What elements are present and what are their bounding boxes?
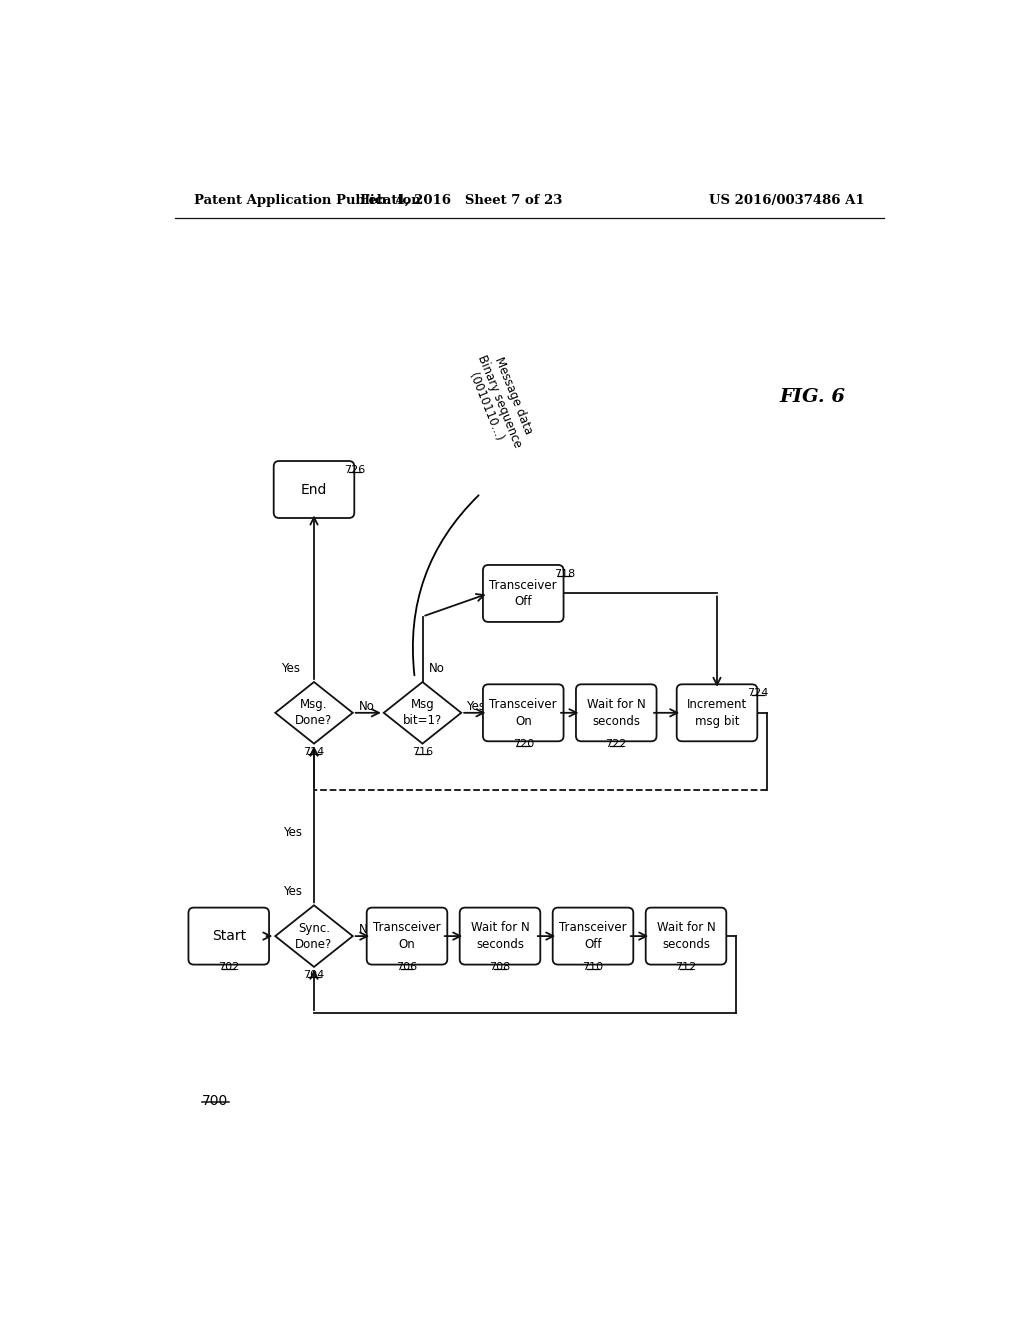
- Text: Transceiver
On: Transceiver On: [373, 921, 440, 950]
- Text: Transceiver
On: Transceiver On: [489, 698, 557, 727]
- FancyBboxPatch shape: [188, 908, 269, 965]
- FancyBboxPatch shape: [273, 461, 354, 517]
- Text: Msg
bit=1?: Msg bit=1?: [402, 698, 442, 727]
- FancyBboxPatch shape: [646, 908, 726, 965]
- Text: No: No: [358, 700, 375, 713]
- Text: 718: 718: [554, 569, 574, 578]
- FancyArrowPatch shape: [413, 495, 478, 676]
- Text: End: End: [301, 483, 328, 496]
- Text: Wait for N
seconds: Wait for N seconds: [587, 698, 645, 727]
- Text: 700: 700: [202, 1094, 228, 1107]
- FancyBboxPatch shape: [677, 684, 758, 742]
- Text: Increment
msg bit: Increment msg bit: [687, 698, 748, 727]
- FancyBboxPatch shape: [367, 908, 447, 965]
- FancyBboxPatch shape: [483, 684, 563, 742]
- Text: 712: 712: [676, 962, 696, 973]
- Text: Message data
Binary sequence
(0010110...): Message data Binary sequence (0010110...…: [462, 347, 539, 455]
- Text: US 2016/0037486 A1: US 2016/0037486 A1: [709, 194, 864, 207]
- Polygon shape: [275, 682, 352, 743]
- Text: Transceiver
Off: Transceiver Off: [489, 578, 557, 609]
- Text: Start: Start: [212, 929, 246, 942]
- Text: Patent Application Publication: Patent Application Publication: [194, 194, 421, 207]
- Text: 724: 724: [748, 688, 769, 698]
- Text: Feb. 4, 2016   Sheet 7 of 23: Feb. 4, 2016 Sheet 7 of 23: [360, 194, 562, 207]
- Text: Yes: Yes: [284, 884, 302, 898]
- Text: 708: 708: [489, 962, 511, 973]
- Text: Sync.
Done?: Sync. Done?: [295, 921, 333, 950]
- Text: 702: 702: [218, 962, 240, 973]
- Text: 714: 714: [303, 747, 325, 756]
- Text: Wait for N
seconds: Wait for N seconds: [471, 921, 529, 950]
- Text: 720: 720: [513, 739, 534, 748]
- Text: 704: 704: [303, 970, 325, 979]
- Text: 706: 706: [396, 962, 418, 973]
- Text: Yes: Yes: [283, 825, 302, 838]
- Text: Yes: Yes: [281, 661, 300, 675]
- Text: 710: 710: [583, 962, 603, 973]
- Text: 722: 722: [605, 739, 627, 748]
- FancyBboxPatch shape: [553, 908, 633, 965]
- Text: Wait for N
seconds: Wait for N seconds: [656, 921, 716, 950]
- Text: Yes: Yes: [466, 700, 484, 713]
- Polygon shape: [275, 906, 352, 966]
- Text: No: No: [358, 924, 375, 936]
- Text: Msg.
Done?: Msg. Done?: [295, 698, 333, 727]
- FancyBboxPatch shape: [575, 684, 656, 742]
- Text: 726: 726: [344, 465, 366, 475]
- Text: FIG. 6: FIG. 6: [779, 388, 845, 407]
- FancyBboxPatch shape: [483, 565, 563, 622]
- Text: No: No: [429, 661, 444, 675]
- Polygon shape: [384, 682, 461, 743]
- Text: Transceiver
Off: Transceiver Off: [559, 921, 627, 950]
- FancyBboxPatch shape: [460, 908, 541, 965]
- Text: 716: 716: [412, 747, 433, 756]
